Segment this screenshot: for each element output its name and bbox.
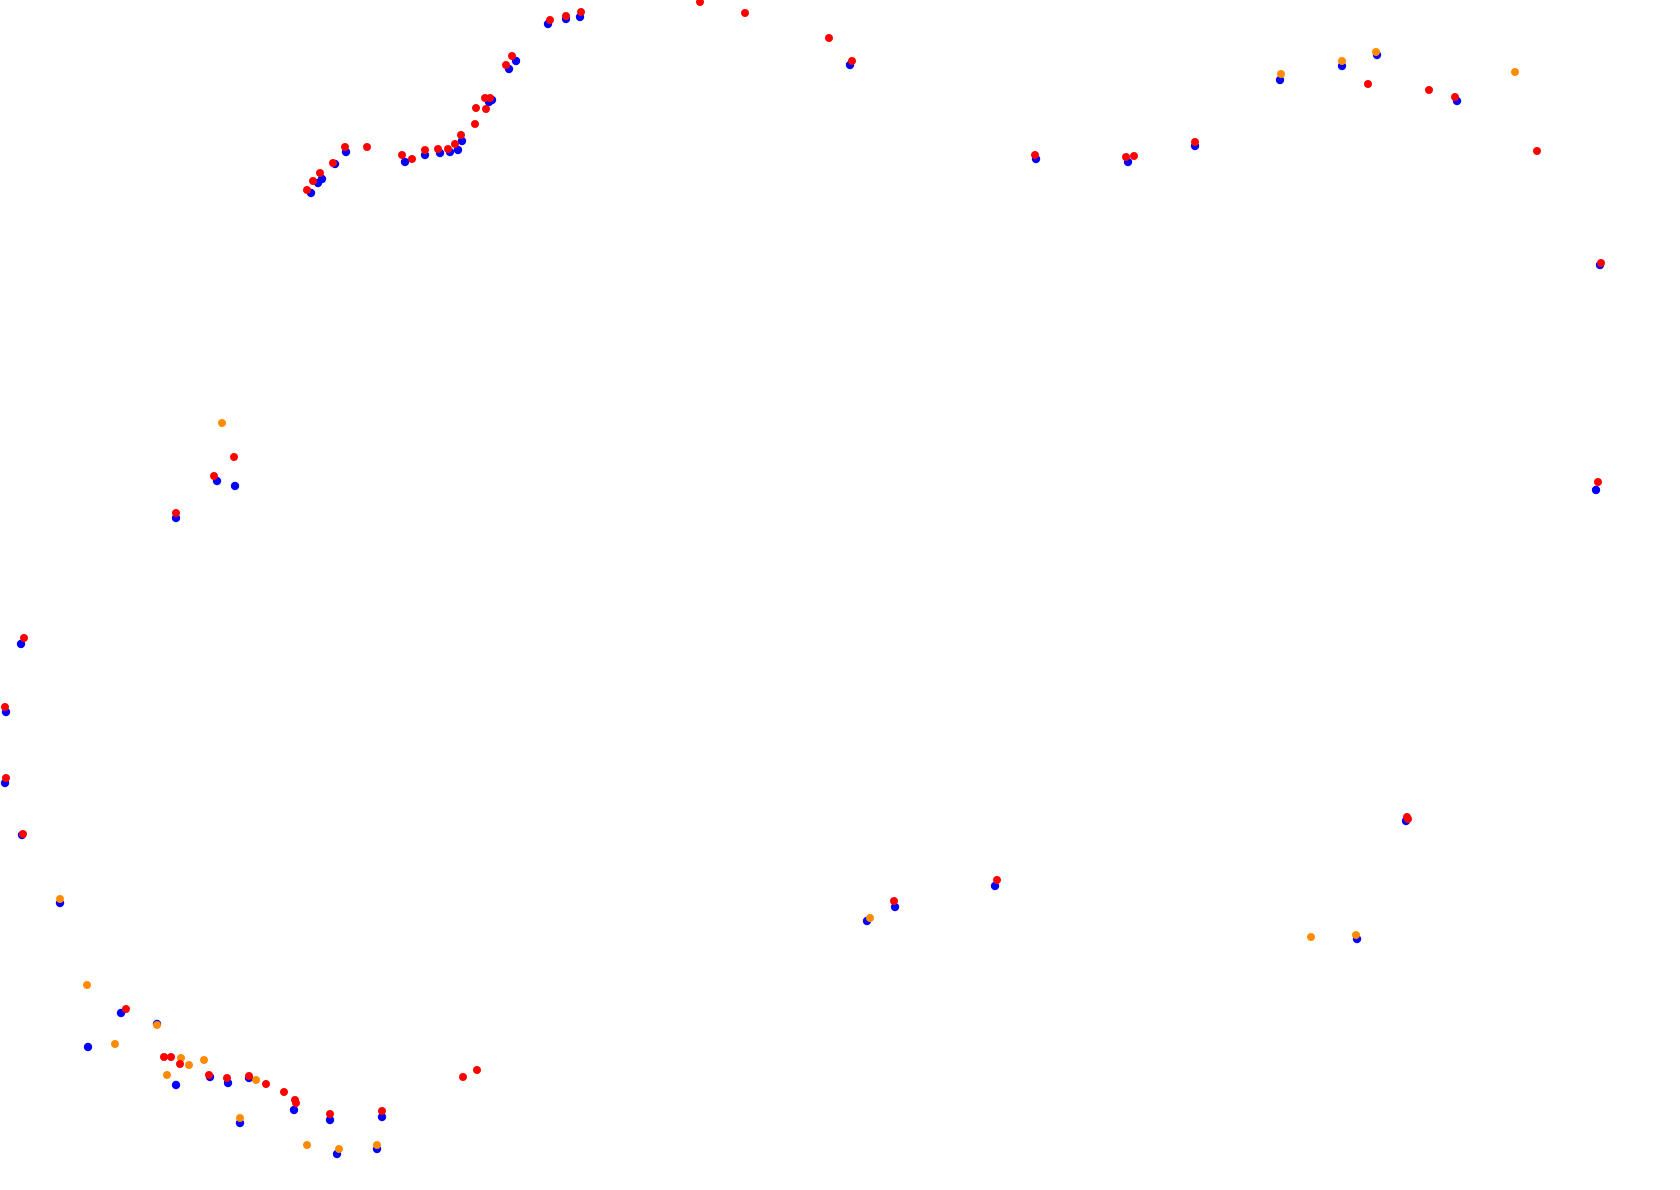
scatter-point (316, 169, 324, 177)
scatter-point (562, 12, 570, 20)
scatter-point (252, 1076, 260, 1084)
scatter-point (457, 136, 467, 146)
scatter-point (546, 16, 554, 24)
scatter-point (1307, 933, 1315, 941)
scatter-point (1122, 153, 1130, 161)
scatter-point (473, 1066, 481, 1074)
scatter-point (185, 1061, 193, 1069)
scatter-point (111, 1040, 119, 1048)
scatter-point (1594, 478, 1602, 486)
scatter-point (289, 1105, 299, 1115)
scatter-point (172, 509, 180, 517)
scatter-point (408, 155, 416, 163)
scatter-point (398, 151, 406, 159)
scatter-point (1275, 75, 1285, 85)
scatter-point (457, 131, 465, 139)
scatter-point (1533, 147, 1541, 155)
scatter-point (223, 1074, 231, 1082)
scatter-point (1277, 70, 1285, 78)
scatter-point (1338, 57, 1346, 65)
scatter-point (335, 1145, 343, 1153)
scatter-point (373, 1141, 381, 1149)
scatter-point (230, 453, 238, 461)
scatter-point (230, 481, 240, 491)
scatter-point (153, 1021, 161, 1029)
scatter-point (309, 177, 317, 185)
scatter-point (459, 1073, 467, 1081)
scatter-point (434, 145, 442, 153)
scatter-point (378, 1107, 386, 1115)
scatter-point (83, 981, 91, 989)
scatter-point (200, 1056, 208, 1064)
scatter-point (210, 472, 218, 480)
scatter-point (377, 1112, 387, 1122)
scatter-point (236, 1114, 244, 1122)
scatter-point (122, 1005, 130, 1013)
scatter-point (421, 146, 429, 154)
scatter-point (866, 914, 874, 922)
scatter-point (1, 703, 9, 711)
scatter-point (741, 9, 749, 17)
scatter-point (176, 1060, 184, 1068)
scatter-point (482, 105, 490, 113)
scatter-point (993, 876, 1001, 884)
scatter-point (177, 1054, 185, 1062)
scatter-point (890, 897, 898, 905)
scatter-point (444, 145, 452, 153)
scatter-point (1191, 138, 1199, 146)
scatter-point (890, 902, 900, 912)
scatter-point (472, 104, 480, 112)
scatter-point (1031, 151, 1039, 159)
scatter-point (2, 774, 10, 782)
scatter-point (280, 1088, 288, 1096)
scatter-point (262, 1080, 270, 1088)
scatter-point (577, 8, 585, 16)
scatter-point (471, 120, 479, 128)
scatter-point (1404, 815, 1412, 823)
scatter-point (19, 830, 27, 838)
series-2 (1, 0, 1605, 1118)
scatter-point (1130, 152, 1138, 160)
scatter-point (1364, 80, 1372, 88)
scatter-point (218, 419, 226, 427)
scatter-point (16, 639, 26, 649)
scatter-point (453, 145, 463, 155)
scatter-point (20, 634, 28, 642)
scatter-point (83, 1042, 93, 1052)
scatter-point (1591, 485, 1601, 495)
scatter-point (1451, 93, 1459, 101)
scatter-point (303, 186, 311, 194)
scatter-point (205, 1071, 213, 1079)
points-layer (0, 0, 1605, 1159)
scatter-point (848, 57, 856, 65)
scatter-point (1352, 931, 1360, 939)
scatter-point (341, 143, 349, 151)
scatter-point (508, 52, 516, 60)
scatter-point (303, 1141, 311, 1149)
scatter-point (502, 61, 510, 69)
scatter-point (326, 1110, 334, 1118)
series-1 (56, 48, 1519, 1153)
scatter-point (363, 143, 371, 151)
scatter-point (167, 1053, 175, 1061)
scatter-point (696, 0, 704, 6)
scatter-point (400, 157, 410, 167)
scatter-point (1597, 259, 1605, 267)
scatter-point (163, 1071, 171, 1079)
scatter-point (292, 1099, 300, 1107)
scatter-point (486, 94, 494, 102)
scatter-point (56, 895, 64, 903)
scatter-point (171, 1080, 181, 1090)
series-0 (0, 12, 1605, 1159)
scatter-point (1511, 68, 1519, 76)
scatter-point (245, 1072, 253, 1080)
scatter-point (1372, 48, 1380, 56)
scatter-point (160, 1053, 168, 1061)
scatter-point (1425, 86, 1433, 94)
scatter-point (451, 140, 459, 148)
scatter-point (325, 1115, 335, 1125)
scatter-point (825, 34, 833, 42)
scatter-point (329, 159, 337, 167)
